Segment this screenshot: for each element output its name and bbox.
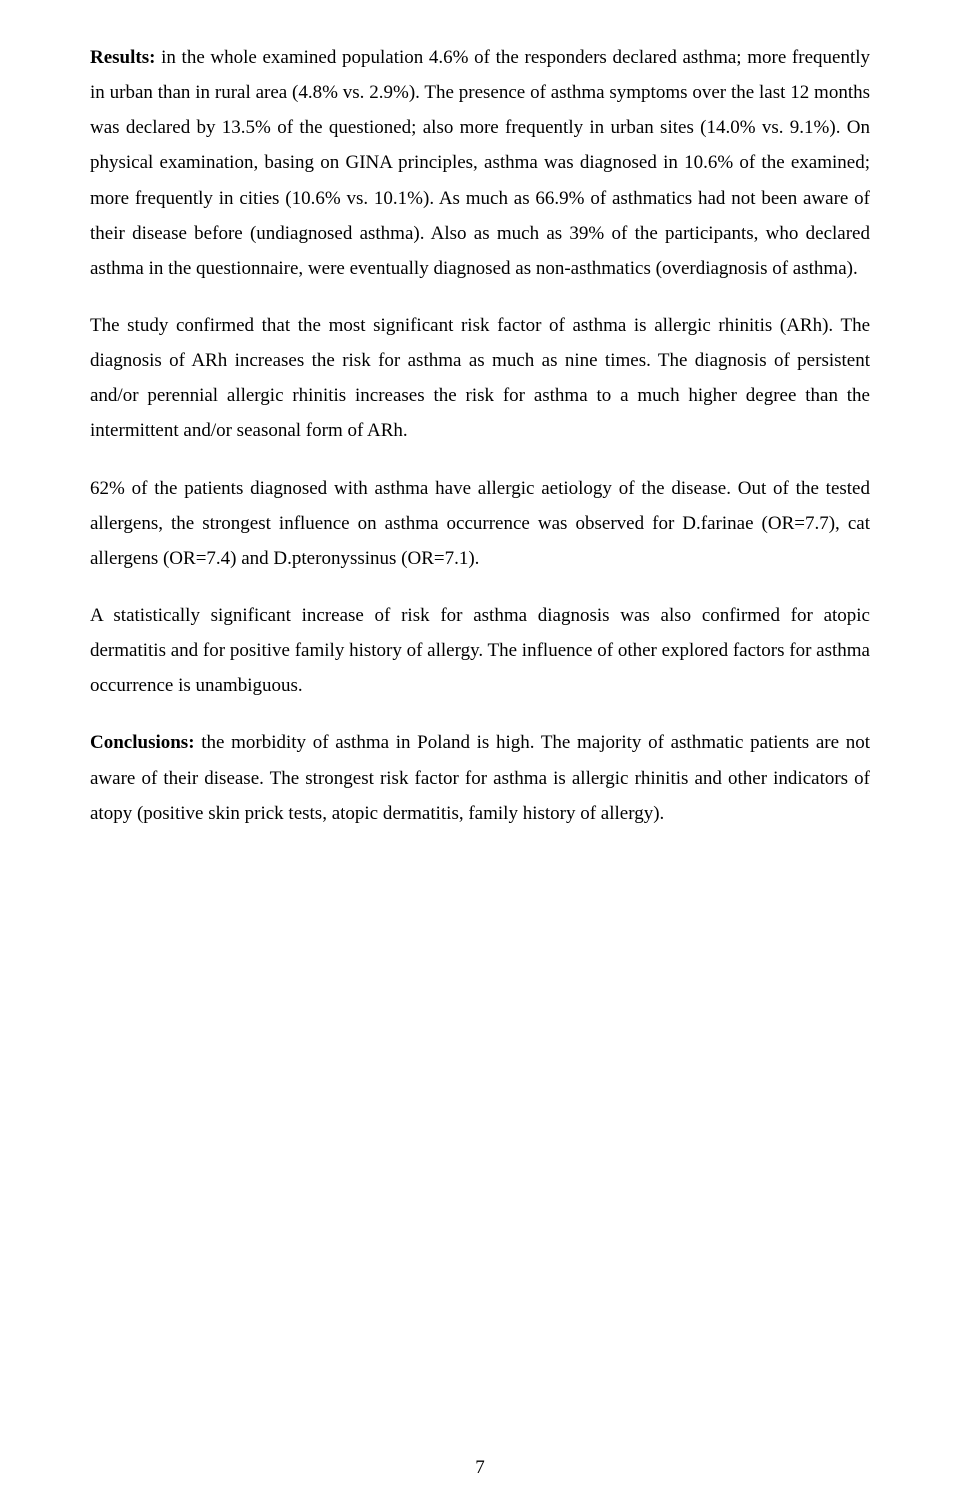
bold-lead: Results:	[90, 47, 155, 68]
paragraph-conclusions: Conclusions: the morbidity of asthma in …	[90, 725, 870, 830]
paragraph-results: Results: in the whole examined populatio…	[90, 40, 870, 286]
paragraph-text: A statistically significant increase of …	[90, 605, 870, 696]
paragraph-text: in the whole examined population 4.6% of…	[90, 47, 870, 279]
paragraph-text: the morbidity of asthma in Poland is hig…	[90, 732, 870, 823]
document-page: Results: in the whole examined populatio…	[0, 0, 960, 1509]
bold-lead: Conclusions:	[90, 732, 195, 753]
paragraph-aetiology: 62% of the patients diagnosed with asthm…	[90, 471, 870, 576]
paragraph-text: 62% of the patients diagnosed with asthm…	[90, 478, 870, 569]
paragraph-atopic: A statistically significant increase of …	[90, 598, 870, 703]
page-number: 7	[0, 1457, 960, 1479]
paragraph-text: The study confirmed that the most signif…	[90, 315, 870, 441]
paragraph-risk-factor: The study confirmed that the most signif…	[90, 308, 870, 449]
